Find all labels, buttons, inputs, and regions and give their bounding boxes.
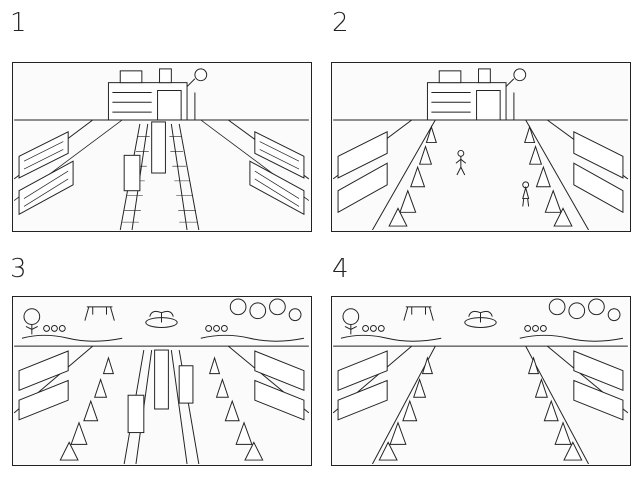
right-apartment-blocks bbox=[573, 350, 624, 421]
right-apartment-blocks bbox=[249, 130, 305, 216]
swing-set bbox=[403, 306, 434, 321]
pedestrian-woman bbox=[522, 181, 530, 207]
park-area bbox=[340, 298, 624, 342]
park-area bbox=[21, 298, 305, 342]
panel-1-number: 1 bbox=[10, 8, 27, 38]
school-building bbox=[107, 68, 208, 121]
pedestrian-man bbox=[455, 149, 467, 176]
panel-1 bbox=[12, 62, 312, 232]
swing-set bbox=[84, 306, 115, 321]
panel-2 bbox=[331, 62, 631, 232]
panel-3-number: 3 bbox=[10, 254, 27, 284]
panel-2-number: 2 bbox=[332, 8, 349, 38]
panel-4 bbox=[331, 296, 631, 466]
left-apartment-blocks bbox=[18, 350, 69, 421]
right-apartment-blocks bbox=[254, 350, 305, 421]
railway-tracks bbox=[123, 349, 200, 464]
left-apartment-blocks bbox=[337, 350, 388, 421]
left-apartment-blocks bbox=[18, 130, 74, 216]
school-building bbox=[426, 68, 527, 121]
street-trees bbox=[388, 125, 573, 227]
panel-4-number: 4 bbox=[332, 254, 349, 284]
left-apartment-blocks bbox=[337, 130, 388, 214]
panel-3 bbox=[12, 296, 312, 466]
railway-tracks bbox=[119, 121, 200, 230]
right-apartment-blocks bbox=[573, 130, 624, 214]
street-trees bbox=[378, 356, 583, 461]
street-trees bbox=[59, 356, 264, 461]
